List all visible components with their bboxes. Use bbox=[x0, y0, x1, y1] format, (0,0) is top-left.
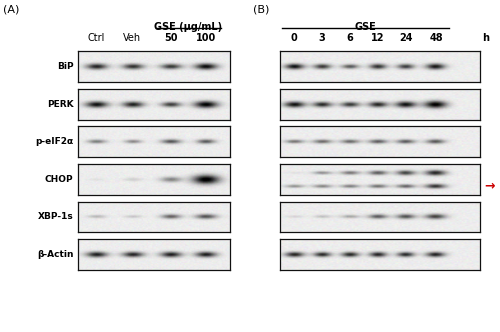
Text: 6: 6 bbox=[346, 33, 354, 43]
Text: BiP: BiP bbox=[57, 62, 74, 71]
Text: 0: 0 bbox=[290, 33, 298, 43]
Text: 12: 12 bbox=[371, 33, 385, 43]
Text: 24: 24 bbox=[399, 33, 413, 43]
Text: GSE (μg/mL): GSE (μg/mL) bbox=[154, 22, 222, 32]
Text: β-Actin: β-Actin bbox=[37, 250, 74, 259]
Text: (B): (B) bbox=[252, 5, 269, 15]
Text: CHOP: CHOP bbox=[45, 175, 74, 184]
Text: GSE: GSE bbox=[354, 22, 376, 32]
Text: 50: 50 bbox=[164, 33, 177, 43]
Text: h: h bbox=[482, 33, 490, 43]
Text: 100: 100 bbox=[196, 33, 216, 43]
Text: PERK: PERK bbox=[47, 100, 74, 109]
Text: Veh: Veh bbox=[124, 33, 142, 43]
Text: 48: 48 bbox=[429, 33, 443, 43]
Text: Ctrl: Ctrl bbox=[87, 33, 104, 43]
Text: XBP-1s: XBP-1s bbox=[38, 212, 74, 221]
Text: 3: 3 bbox=[318, 33, 326, 43]
Text: p-eIF2α: p-eIF2α bbox=[35, 137, 74, 146]
Text: (A): (A) bbox=[2, 5, 19, 15]
Text: →: → bbox=[484, 180, 494, 193]
